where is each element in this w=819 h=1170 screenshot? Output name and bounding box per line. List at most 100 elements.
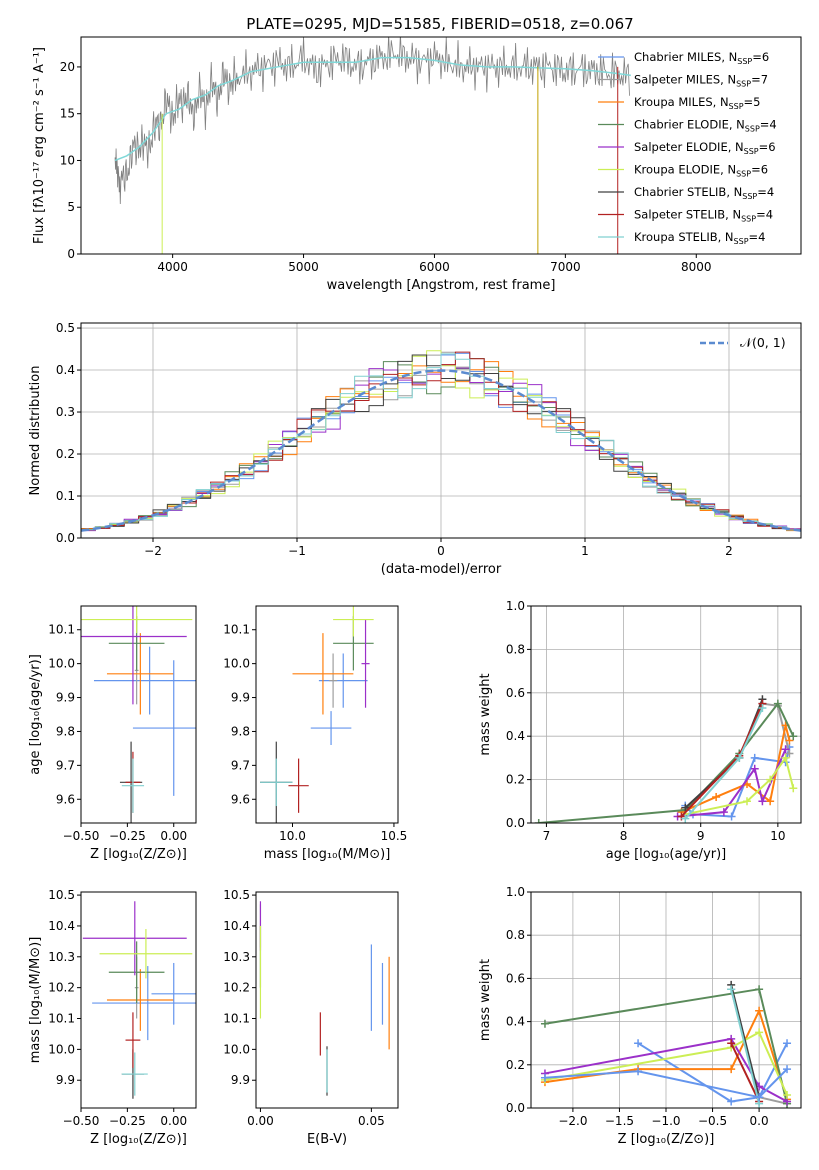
plot-area — [81, 606, 196, 823]
data-point-marker — [750, 764, 759, 773]
panel-residuals: −2 −1 0 1 2 0.0 0.1 0.2 0.3 0.4 0.5 (data-model)/er… — [28, 321, 802, 577]
legend-entry: Kroupa STELIB, NSSP=4 — [634, 230, 765, 246]
x-tick-label: 2 — [725, 544, 733, 558]
figure-title: PLATE=0295, MJD=51585, FIBERID=0518, z=0… — [246, 15, 633, 33]
y-tick-label: 0.6 — [506, 686, 525, 700]
x-axis-label: (data-model)/error — [381, 562, 502, 577]
data-point-marker — [755, 985, 764, 994]
y-tick-label: 9.8 — [231, 724, 250, 738]
observed-spectrum-line — [114, 37, 630, 204]
y-axis-label: mass weight — [478, 673, 493, 755]
data-point-marker — [755, 1006, 764, 1015]
y-tick-label: 10.1 — [223, 623, 250, 637]
x-axis-label: mass [log₁₀(M/M⊙)] — [264, 847, 391, 862]
mass-weight-series — [684, 707, 764, 820]
panel-mass-vs-Z: −0.50 −0.25 0.00 9.9 10.0 10.1 10.2 10.3 10.4 10.… — [28, 888, 197, 1147]
data-point-marker — [783, 1091, 792, 1100]
y-tick-label: 9.6 — [231, 792, 250, 806]
mass-weight-series — [637, 1042, 788, 1103]
x-tick-label: −2 — [144, 544, 162, 558]
data-point-marker — [540, 1019, 549, 1028]
y-tick-label: 0.2 — [506, 773, 525, 787]
data-point-marker — [634, 1039, 643, 1048]
histogram-series — [81, 351, 801, 531]
model-spectrum-line — [114, 56, 631, 162]
x-tick-label: 5000 — [288, 260, 319, 274]
x-tick-label: 0.00 — [247, 1114, 274, 1128]
x-tick-label: −1 — [288, 544, 306, 558]
data-point-marker — [681, 814, 690, 823]
legend-entry: Chabrier ELODIE, NSSP=4 — [634, 118, 777, 134]
data-point-marker — [534, 819, 543, 823]
x-tick-label: 9 — [697, 829, 705, 843]
data-point-marker — [766, 775, 775, 784]
x-tick-label: 0.00 — [160, 829, 187, 843]
x-tick-label: 0.0 — [750, 1114, 769, 1128]
x-tick-label: 0.00 — [160, 1114, 187, 1128]
data-point-marker — [758, 703, 767, 712]
y-tick-label: 10 — [60, 153, 75, 167]
y-tick-label: 10.0 — [223, 657, 250, 671]
x-tick-label: −2.0 — [558, 1114, 587, 1128]
x-axis-label: age [log₁₀(age/yr)] — [606, 847, 727, 862]
plot-area — [81, 350, 801, 532]
mass-weight-series — [544, 1037, 788, 1103]
x-tick-label: 0 — [437, 544, 445, 558]
y-tick-label: 9.9 — [231, 1073, 250, 1087]
y-tick-label: 10.5 — [223, 888, 250, 902]
legend-entry: Salpeter ELODIE, NSSP=6 — [634, 140, 776, 156]
data-point-marker — [540, 1073, 549, 1082]
y-tick-label: 10.4 — [48, 919, 75, 933]
data-point-marker — [755, 1093, 764, 1102]
axes-frame — [80, 322, 802, 539]
y-tick-label: 0.3 — [56, 405, 75, 419]
data-point-marker — [785, 749, 794, 758]
data-point-marker — [743, 797, 751, 806]
x-tick-label: 8 — [620, 829, 628, 843]
x-tick-label: 7 — [543, 829, 551, 843]
y-tick-label: 0.2 — [506, 1058, 525, 1072]
y-tick-label: 10.2 — [223, 981, 250, 995]
axes-frame — [255, 605, 399, 824]
histogram-series — [81, 353, 801, 531]
mass-weight-series — [684, 698, 764, 809]
y-tick-label: 9.7 — [56, 758, 75, 772]
y-tick-label: 9.8 — [56, 724, 75, 738]
y-tick-label: 1.0 — [506, 885, 525, 899]
x-tick-label: 7000 — [550, 260, 581, 274]
data-point-marker — [783, 1065, 792, 1074]
y-tick-label: 0 — [67, 247, 75, 261]
legend-entry: Kroupa MILES, NSSP=5 — [634, 95, 760, 111]
x-tick-label: 0.05 — [358, 1114, 385, 1128]
mass-weight-series — [730, 988, 761, 1104]
x-tick-label: −1.0 — [651, 1114, 680, 1128]
y-tick-label: 10.0 — [223, 1042, 250, 1056]
y-tick-label: 10.1 — [223, 1012, 250, 1026]
mass-weight-series — [730, 984, 761, 1098]
y-tick-label: 5 — [67, 200, 75, 214]
y-axis-label: mass weight — [478, 959, 493, 1041]
y-tick-label: 0.8 — [506, 928, 525, 942]
x-axis-label: Z [log₁₀(Z/Z⊙)] — [90, 847, 187, 862]
data-point-marker — [681, 803, 690, 812]
axes-frame — [80, 36, 802, 255]
data-point-marker — [783, 1039, 792, 1048]
y-axis-label: mass [log₁₀(M/M⊙)] — [28, 937, 43, 1064]
y-tick-label: 10.0 — [48, 657, 75, 671]
panel-spectrum: 4000 5000 6000 7000 8000 0 5 10 15 20 wavelength [… — [32, 36, 802, 293]
axes-frame — [255, 891, 399, 1109]
legend-entry: Chabrier STELIB, NSSP=4 — [634, 185, 774, 201]
legend-entry: Salpeter MILES, NSSP=7 — [634, 73, 768, 89]
x-tick-label: 1 — [581, 544, 589, 558]
x-tick-label: −0.5 — [698, 1114, 727, 1128]
legend-entry: 𝒩(0, 1) — [740, 335, 786, 350]
y-tick-label: 9.9 — [56, 691, 75, 705]
y-tick-label: 15 — [60, 107, 75, 121]
panel-mass-weight-vs-Z: −2.0 −1.5 −1.0 −0.5 0.0 0.0 0.2 0.4 0.6 0.8 1.0 Z [… — [478, 885, 802, 1147]
axes-frame — [80, 891, 197, 1109]
y-tick-label: 0.2 — [56, 447, 75, 461]
x-tick-label: −0.50 — [63, 829, 100, 843]
axes-frame — [80, 605, 197, 824]
plot-area — [114, 37, 631, 254]
